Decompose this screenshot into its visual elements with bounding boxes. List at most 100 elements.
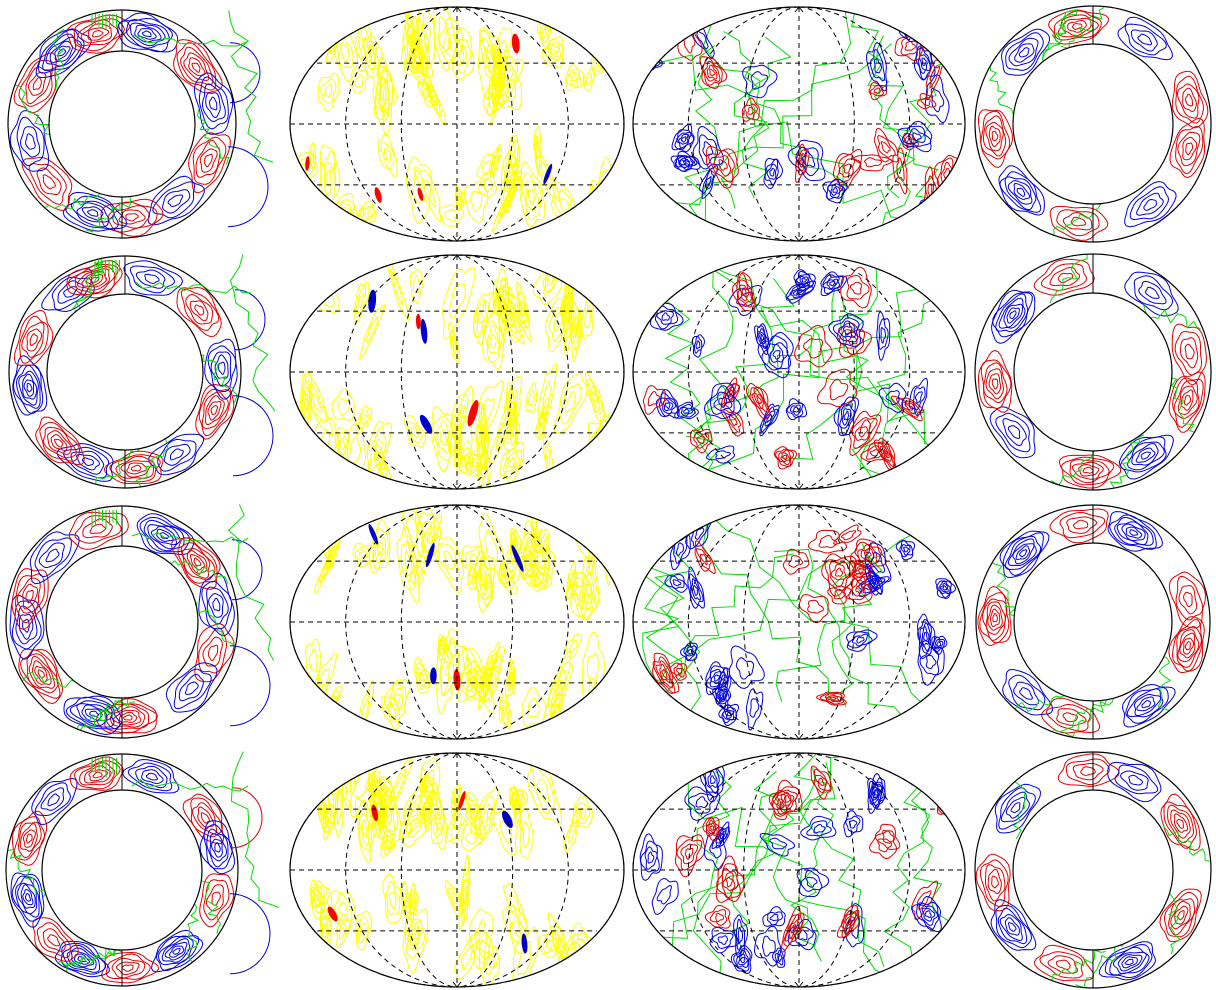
yellow-contour-level (404, 550, 413, 577)
negative-contour-level (785, 280, 817, 304)
yellow-contour-level (457, 194, 462, 202)
negative-contour-level (204, 338, 238, 400)
negative-contour-level (1004, 917, 1020, 936)
negative-contour-level (129, 22, 166, 47)
yellow-contour-level (337, 431, 348, 456)
negative-contour-level (1013, 182, 1031, 201)
positive-contour (1049, 508, 1109, 544)
yellow-contour-level (560, 383, 582, 425)
yellow-contour-level (604, 786, 613, 804)
positive-contour-level (978, 109, 1014, 168)
positive-contour-level (54, 438, 64, 448)
yellow-contour-level (406, 420, 423, 444)
positive-contour (690, 428, 713, 454)
yellow-contour (597, 929, 619, 987)
positive-contour-level (813, 768, 831, 794)
yellow-contour-level (535, 134, 540, 161)
yellow-contour-level (443, 550, 456, 570)
negative-contour-level (1009, 310, 1017, 320)
yellow-contour-level (423, 73, 443, 117)
yellow-contour-level (362, 208, 373, 221)
yellow-contour-level (398, 784, 433, 841)
positive-contour-level (873, 127, 899, 163)
yellow-contour-level (384, 255, 410, 323)
yellow-contour (311, 652, 338, 707)
positive-contour-level (28, 655, 56, 689)
zero-contour (1074, 942, 1124, 988)
negative-contour-level (1128, 774, 1144, 786)
yellow-contour-level (362, 818, 368, 838)
negative-contour-level (684, 514, 713, 550)
negative-contour-level (644, 846, 658, 870)
yellow-contour-level (308, 648, 318, 673)
zero-contour (1063, 697, 1115, 738)
negative-contour-level (147, 524, 181, 550)
positive-contour-level (66, 14, 130, 54)
negative-contour (651, 877, 679, 915)
yellow-contour-level (503, 190, 513, 209)
zero-contour (790, 767, 822, 962)
negative-contour (1121, 683, 1176, 728)
positive-contour-level (747, 106, 755, 115)
negative-contour-level (76, 202, 110, 223)
yellow-contour-level (421, 778, 429, 795)
positive-contour-level (716, 863, 741, 900)
positive-contour-level (937, 800, 953, 815)
positive-contour-level (13, 309, 54, 366)
positive-contour-level (1033, 944, 1095, 982)
yellow-contour (491, 169, 523, 233)
yellow-contour-level (538, 158, 554, 187)
yellow-contour-level (481, 44, 496, 79)
negative-contour (753, 925, 782, 967)
positive-contour-level (941, 804, 949, 813)
yellow-contour-level (463, 181, 489, 224)
yellow-contour (309, 879, 325, 920)
negative-contour-level (756, 328, 767, 349)
yellow-contour-level (473, 667, 484, 686)
positive-contour-level (35, 416, 85, 466)
yellow-contour-level (544, 262, 557, 293)
negative-contour-level (47, 793, 60, 807)
positive-contour-level (186, 549, 208, 574)
positive-contour-level (120, 460, 152, 478)
yellow-contour-level (468, 458, 481, 471)
positive-contour-level (181, 548, 211, 579)
negative-contour (204, 338, 238, 400)
negative-contour-level (161, 938, 191, 963)
positive-contour (873, 127, 899, 163)
yellow-contour-level (479, 29, 505, 97)
negative-contour (12, 355, 48, 416)
negative-contour-level (1135, 447, 1156, 463)
positive-contour-level (979, 859, 1009, 907)
positive-contour-level (1175, 125, 1204, 174)
negative-contour-level (787, 139, 826, 182)
yellow-contour-level (586, 579, 593, 599)
positive-contour-level (718, 159, 728, 171)
zero-contour (831, 542, 883, 707)
negative-contour-level (917, 618, 932, 655)
positive-contour-level (676, 839, 703, 871)
positive-contour-level (882, 445, 892, 462)
meridian-line (400, 6, 458, 242)
yellow-contour-level (593, 272, 609, 297)
negative-contour-level (769, 343, 784, 363)
yellow-contour (401, 808, 427, 848)
map-contours (642, 255, 954, 489)
negative-contour-level (759, 832, 796, 857)
positive-contour-level (851, 559, 872, 581)
negative-contour-level (684, 786, 721, 821)
yellow-contour-level (575, 585, 590, 611)
positive-contour-level (1174, 330, 1203, 376)
yellow-contour-level (518, 520, 536, 580)
positive-contour-level (1182, 637, 1195, 655)
yellow-contour (503, 882, 527, 931)
yellow-contour (519, 161, 546, 228)
yellow-contour-level (584, 304, 592, 329)
positive-contour-level (706, 64, 718, 80)
yellow-contour-level (410, 891, 416, 910)
positive-contour-level (1059, 511, 1106, 539)
yellow-contour-level (600, 189, 608, 210)
yellow-contour-level (508, 893, 521, 917)
negative-contour-level (931, 635, 948, 655)
yellow-contour-level (471, 809, 478, 823)
